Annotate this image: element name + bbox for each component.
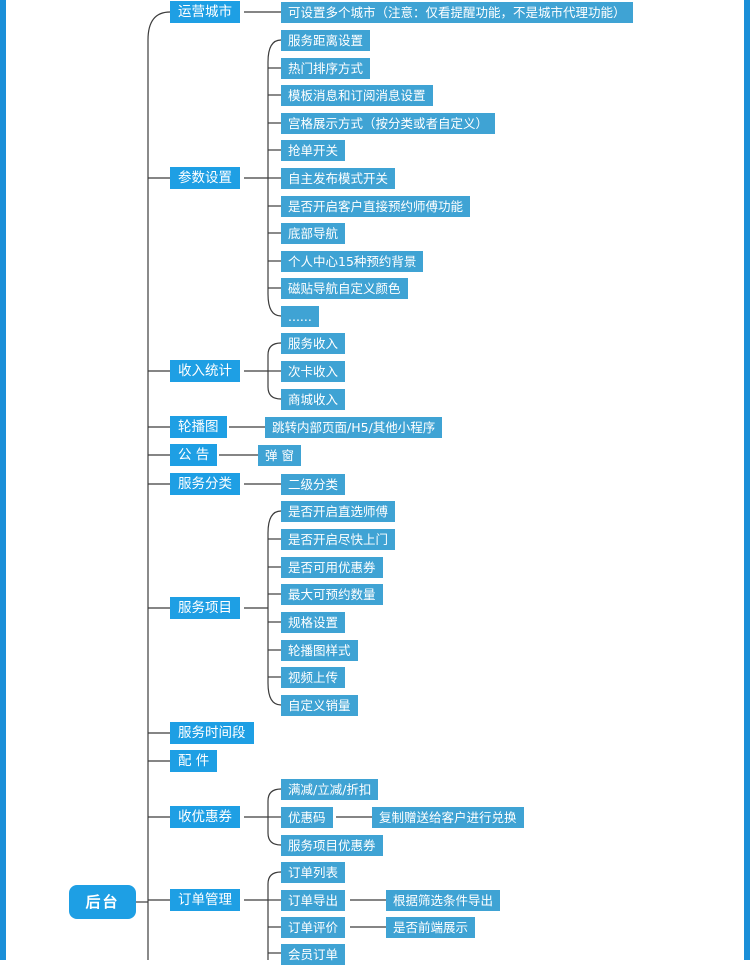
leaf-param: 个人中心15种预约背景 <box>281 251 424 272</box>
leaf-param: 宫格展示方式（按分类或者自定义） <box>281 113 496 134</box>
category-service-category: 服务分类 <box>170 473 240 495</box>
leaf-income: 服务收入 <box>281 333 346 354</box>
leaf-income: 商城收入 <box>281 389 346 410</box>
leaf-param: 抢单开关 <box>281 140 346 161</box>
leaf-service-item: 轮播图样式 <box>281 640 358 661</box>
leaf-notice-popup: 弹 窗 <box>258 445 301 466</box>
leaf-service-item: 规格设置 <box>281 612 346 633</box>
right-border <box>744 0 750 960</box>
left-border <box>0 0 6 960</box>
leaf-coupon: 服务项目优惠券 <box>281 835 383 856</box>
leaf-param: 底部导航 <box>281 223 346 244</box>
leaf-order-review-detail: 是否前端展示 <box>386 917 476 938</box>
leaf-param: 磁贴导航自定义颜色 <box>281 278 408 299</box>
category-carousel: 轮播图 <box>170 416 227 438</box>
leaf-city-multi: 可设置多个城市（注意：仅看提醒功能，不是城市代理功能） <box>281 2 633 23</box>
leaf-service-item: 是否可用优惠券 <box>281 557 383 578</box>
category-params: 参数设置 <box>170 167 240 189</box>
leaf-order: 订单列表 <box>281 862 346 883</box>
leaf-service-item: 视频上传 <box>281 667 346 688</box>
leaf-param: 服务距离设置 <box>281 30 371 51</box>
category-service-item: 服务项目 <box>170 597 240 619</box>
leaf-order: 会员订单 <box>281 944 346 965</box>
category-parts: 配 件 <box>170 750 218 772</box>
leaf-order-export-detail: 根据筛选条件导出 <box>386 890 501 911</box>
category-order: 订单管理 <box>170 889 240 911</box>
leaf-order-review: 订单评价 <box>281 917 346 938</box>
category-notice: 公 告 <box>170 444 218 466</box>
leaf-param: 是否开启客户直接预约师傅功能 <box>281 196 471 217</box>
leaf-coupon: 满减/立减/折扣 <box>281 779 379 800</box>
category-city: 运营城市 <box>170 1 240 23</box>
leaf-service-subcategory: 二级分类 <box>281 474 346 495</box>
leaf-service-item: 最大可预约数量 <box>281 584 383 605</box>
category-coupon: 收优惠券 <box>170 806 240 828</box>
leaf-service-item: 是否开启直选师傅 <box>281 501 396 522</box>
root-node-backend: 后台 <box>69 885 136 919</box>
leaf-coupon-code: 优惠码 <box>281 807 333 828</box>
leaf-coupon-code-detail: 复制赠送给客户进行兑换 <box>372 807 524 828</box>
leaf-param: 热门排序方式 <box>281 58 371 79</box>
leaf-income: 次卡收入 <box>281 361 346 382</box>
leaf-param-more: ...... <box>281 306 319 327</box>
leaf-param: 模板消息和订阅消息设置 <box>281 85 433 106</box>
leaf-service-item: 自定义销量 <box>281 695 358 716</box>
category-service-time: 服务时间段 <box>170 722 254 744</box>
leaf-carousel-jump: 跳转内部页面/H5/其他小程序 <box>265 417 443 438</box>
leaf-param: 自主发布模式开关 <box>281 168 396 189</box>
leaf-order-export: 订单导出 <box>281 890 346 911</box>
leaf-service-item: 是否开启尽快上门 <box>281 529 396 550</box>
category-income: 收入统计 <box>170 360 240 382</box>
